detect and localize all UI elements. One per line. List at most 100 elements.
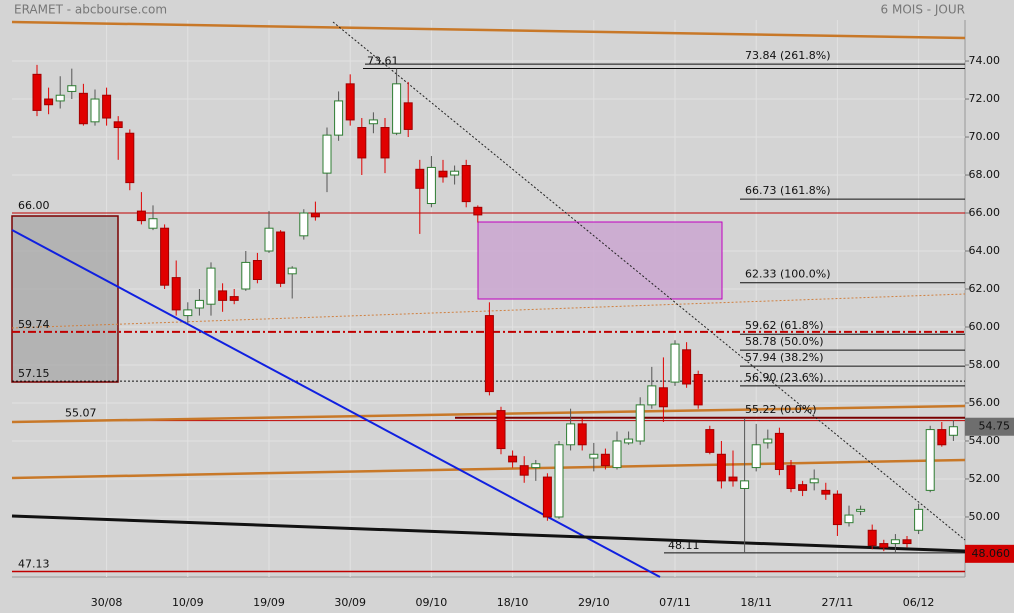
candle-body (426, 166, 436, 205)
candle-body (577, 423, 587, 446)
candle-body (832, 493, 842, 526)
candle-body (682, 349, 692, 385)
candle-body (380, 127, 390, 159)
y-tick-label: 58.00 (969, 358, 1001, 371)
candle-body (658, 387, 668, 408)
x-tick-label: 10/09 (172, 596, 204, 609)
trendline (11, 293, 966, 329)
candle-body (542, 476, 552, 518)
trendline (11, 229, 661, 578)
candle-body (705, 429, 715, 453)
candle-body (55, 94, 65, 102)
trendline (11, 404, 966, 424)
candle-body (925, 429, 935, 491)
candle-body (264, 227, 274, 252)
candle-body (566, 423, 576, 446)
trendline (11, 20, 966, 40)
y-tick-label: 52.00 (969, 472, 1001, 485)
candle-body (450, 170, 460, 176)
fib-label: 55.22 (0.0%) (745, 403, 817, 416)
candle-body (438, 170, 448, 178)
fib-label: 58.78 (50.0%) (745, 335, 824, 348)
x-tick-label: 29/10 (578, 596, 610, 609)
candle-body (751, 444, 761, 469)
y-tick-label: 50.00 (969, 510, 1001, 523)
candle-body (774, 432, 784, 470)
candle-body (867, 529, 877, 546)
candle-body (798, 484, 808, 491)
candle-body (136, 210, 146, 222)
trendline (11, 514, 966, 553)
price-tag-label: 54.75 (979, 420, 1011, 433)
candle-body (844, 514, 854, 524)
y-tick-label: 74.00 (969, 54, 1001, 67)
candle-body (600, 453, 610, 467)
candle-body (821, 489, 831, 495)
candle-body (670, 343, 680, 383)
candle-body (531, 463, 541, 469)
candle-body (948, 426, 958, 436)
candle-body (194, 299, 204, 309)
candle-body (612, 440, 622, 469)
candle-body (624, 438, 634, 444)
y-tick-label: 66.00 (969, 206, 1001, 219)
candle-body (252, 260, 262, 281)
candle-body (484, 315, 494, 393)
candle-body (589, 453, 599, 459)
level-label: 57.15 (18, 367, 50, 380)
x-tick-label: 19/09 (253, 596, 285, 609)
marker-label: 48.11 (668, 539, 700, 552)
candle-body (322, 134, 332, 174)
x-tick-label: 06/12 (903, 596, 935, 609)
chart-title: ERAMET - abcbourse.com (14, 3, 167, 17)
level-label: 59.74 (18, 318, 50, 331)
candle-body (856, 508, 866, 512)
candle-body (148, 218, 158, 229)
y-tick-label: 64.00 (969, 244, 1001, 257)
candle-body (368, 119, 378, 125)
candle-body (44, 98, 54, 106)
candle-body (310, 212, 320, 218)
candle-body (357, 127, 367, 159)
y-tick-label: 68.00 (969, 168, 1001, 181)
candle-body (508, 455, 518, 463)
x-tick-label: 27/11 (822, 596, 854, 609)
candle-body (716, 453, 726, 482)
candle-body (403, 102, 413, 130)
fib-label: 62.33 (100.0%) (745, 268, 831, 281)
candle-body (473, 206, 483, 216)
trendline (332, 21, 966, 541)
price-tag (965, 417, 1014, 436)
candle-body (90, 98, 100, 123)
y-tick-label: 70.00 (969, 130, 1001, 143)
candle-body (183, 309, 193, 317)
candle-body (102, 94, 112, 119)
candle-body (786, 465, 796, 489)
x-tick-label: 09/10 (416, 596, 448, 609)
candle-body (902, 539, 912, 545)
candle-body (763, 438, 773, 444)
fib-label: 59.62 (61.8%) (745, 319, 824, 332)
candle-body (171, 277, 181, 311)
candle-body (78, 92, 88, 125)
candle-body (415, 168, 425, 189)
x-tick-label: 18/11 (740, 596, 772, 609)
candle-body (809, 478, 819, 484)
y-tick-label: 56.00 (969, 396, 1001, 409)
candle-body (635, 404, 645, 442)
candle-body (113, 121, 123, 129)
y-tick-label: 60.00 (969, 320, 1001, 333)
candle-body (287, 267, 297, 275)
candle-body (276, 231, 286, 284)
candle-body (125, 132, 135, 184)
trendline (11, 458, 966, 480)
x-tick-label: 30/09 (334, 596, 366, 609)
candle-body (206, 267, 216, 305)
marker-label: 73.61 (367, 54, 399, 67)
candle-body (728, 476, 738, 482)
price-tag (965, 544, 1014, 563)
chart-subtitle: 6 MOIS - JOUR (881, 3, 965, 17)
x-tick-label: 30/08 (91, 596, 123, 609)
